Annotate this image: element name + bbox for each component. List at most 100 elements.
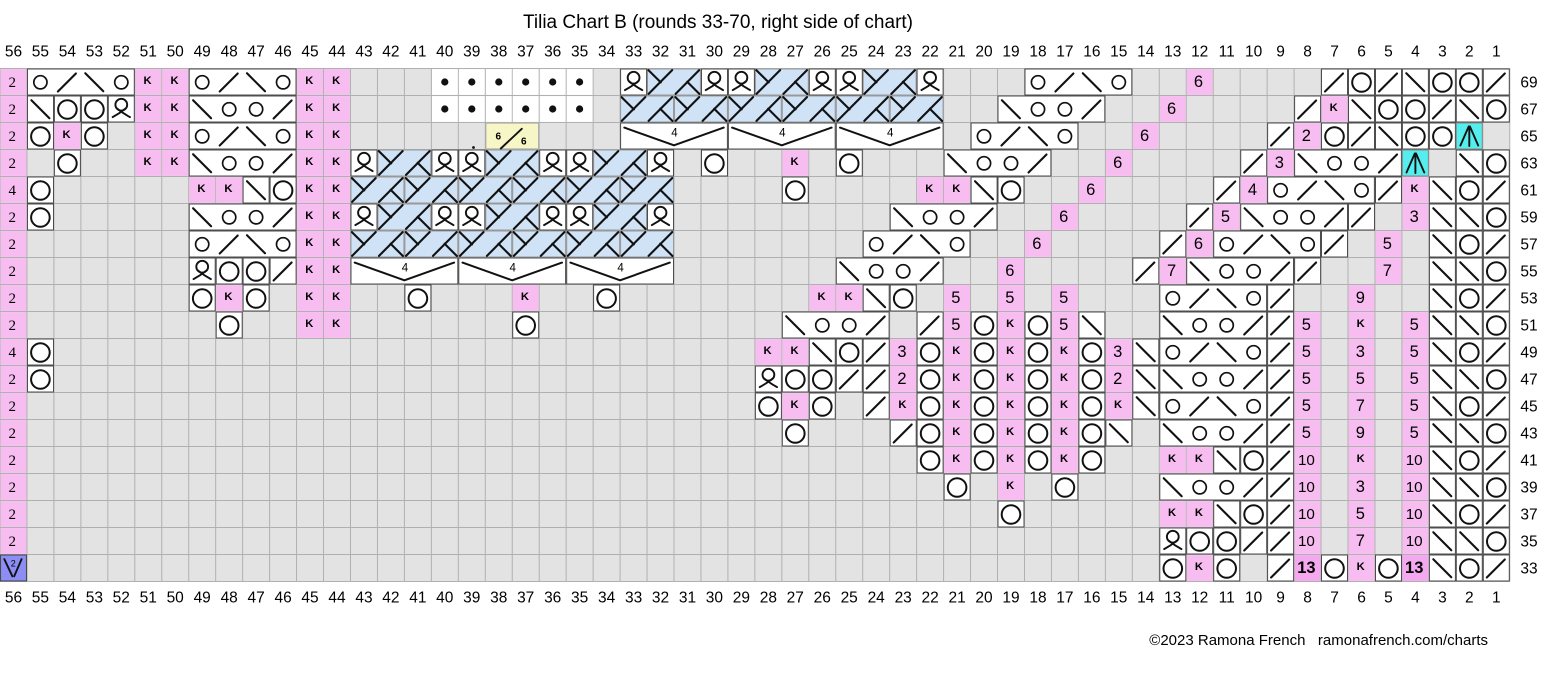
svg-text:7: 7: [1383, 262, 1392, 280]
svg-text:2: 2: [9, 291, 17, 307]
svg-text:K: K: [332, 318, 340, 330]
svg-text:27: 27: [787, 44, 804, 61]
svg-text:35: 35: [1520, 534, 1537, 551]
svg-text:8: 8: [1303, 590, 1312, 607]
svg-text:10: 10: [1406, 479, 1423, 496]
svg-text:45: 45: [301, 44, 318, 61]
svg-text:K: K: [1411, 183, 1419, 195]
svg-text:K: K: [952, 183, 960, 195]
svg-text:10: 10: [1406, 506, 1423, 523]
svg-text:K: K: [1195, 561, 1203, 573]
svg-text:55: 55: [32, 44, 49, 61]
svg-text:2: 2: [9, 426, 17, 442]
svg-text:4: 4: [1248, 181, 1257, 199]
svg-text:K: K: [305, 264, 313, 276]
svg-text:19: 19: [1002, 44, 1019, 61]
svg-text:10: 10: [1406, 533, 1423, 550]
svg-text:K: K: [197, 183, 205, 195]
svg-text:K: K: [1006, 318, 1014, 330]
svg-text:55: 55: [32, 590, 49, 607]
svg-text:39: 39: [463, 590, 480, 607]
svg-text:43: 43: [1520, 426, 1537, 443]
svg-text:24: 24: [868, 44, 886, 61]
svg-text:5: 5: [1410, 370, 1419, 388]
svg-text:K: K: [1060, 345, 1068, 357]
svg-text:K: K: [521, 291, 529, 303]
svg-text:K: K: [332, 237, 340, 249]
svg-text:3: 3: [1275, 154, 1284, 172]
svg-text:50: 50: [167, 44, 185, 61]
svg-text:17: 17: [1056, 590, 1073, 607]
svg-text:48: 48: [221, 590, 238, 607]
svg-text:10: 10: [1298, 452, 1315, 469]
svg-text:K: K: [952, 399, 960, 411]
svg-text:16: 16: [1083, 590, 1100, 607]
svg-text:42: 42: [382, 44, 399, 61]
svg-text:23: 23: [895, 590, 912, 607]
svg-text:K: K: [332, 75, 340, 87]
svg-text:40: 40: [436, 590, 454, 607]
svg-text:6: 6: [496, 132, 502, 143]
svg-text:K: K: [332, 264, 340, 276]
svg-text:23: 23: [895, 44, 912, 61]
svg-text:33: 33: [1520, 561, 1537, 578]
svg-text:5: 5: [1302, 370, 1311, 388]
svg-text:54: 54: [59, 590, 77, 607]
svg-text:53: 53: [86, 590, 103, 607]
svg-text:4: 4: [9, 183, 17, 199]
svg-text:51: 51: [140, 590, 157, 607]
svg-text:47: 47: [247, 590, 264, 607]
svg-text:6: 6: [1167, 100, 1176, 118]
svg-text:37: 37: [1520, 507, 1537, 524]
svg-text:K: K: [305, 318, 313, 330]
svg-text:K: K: [1114, 399, 1122, 411]
svg-text:59: 59: [1520, 210, 1537, 227]
svg-text:5: 5: [1383, 235, 1392, 253]
svg-text:6: 6: [1357, 44, 1366, 61]
svg-text:12: 12: [1191, 590, 1208, 607]
svg-text:2: 2: [1113, 370, 1122, 388]
svg-text:4: 4: [671, 127, 678, 139]
svg-text:K: K: [305, 237, 313, 249]
svg-text:K: K: [305, 183, 313, 195]
svg-text:8: 8: [1303, 44, 1312, 61]
svg-text:2: 2: [9, 318, 17, 334]
svg-text:36: 36: [544, 590, 561, 607]
svg-text:2: 2: [897, 370, 906, 388]
svg-text:30: 30: [706, 590, 724, 607]
svg-text:4: 4: [617, 262, 624, 274]
svg-text:49: 49: [1520, 345, 1537, 362]
svg-text:K: K: [1006, 453, 1014, 465]
svg-text:38: 38: [490, 590, 507, 607]
svg-text:46: 46: [274, 44, 291, 61]
svg-text:25: 25: [841, 44, 858, 61]
svg-text:52: 52: [113, 590, 130, 607]
svg-text:5: 5: [1302, 316, 1311, 334]
svg-text:2: 2: [1465, 44, 1474, 61]
svg-text:K: K: [1060, 426, 1068, 438]
svg-text:48: 48: [221, 44, 238, 61]
svg-text:44: 44: [328, 590, 346, 607]
svg-text:4: 4: [509, 262, 516, 274]
svg-text:Tilia Chart B (rounds 33-70, r: Tilia Chart B (rounds 33-70, right side …: [523, 12, 913, 33]
svg-text:20: 20: [975, 44, 993, 61]
svg-text:©2023 Ramona French ramonafr: ©2023 Ramona French ramonafrench.com/cha…: [1149, 632, 1488, 649]
svg-text:51: 51: [1520, 318, 1537, 335]
svg-text:K: K: [952, 345, 960, 357]
svg-text:44: 44: [328, 44, 346, 61]
svg-text:K: K: [305, 129, 313, 141]
svg-text:K: K: [817, 291, 825, 303]
svg-text:25: 25: [841, 590, 858, 607]
svg-text:51: 51: [140, 44, 157, 61]
svg-text:K: K: [143, 102, 151, 114]
svg-text:2: 2: [9, 129, 17, 145]
svg-text:5: 5: [951, 289, 960, 307]
svg-text:4: 4: [1411, 44, 1420, 61]
svg-text:5: 5: [1384, 44, 1393, 61]
svg-text:5: 5: [1221, 208, 1230, 226]
svg-text:35: 35: [571, 44, 588, 61]
svg-text:K: K: [305, 156, 313, 168]
svg-text:6: 6: [1140, 127, 1149, 145]
svg-text:3: 3: [897, 343, 906, 361]
svg-text:9: 9: [1276, 590, 1285, 607]
